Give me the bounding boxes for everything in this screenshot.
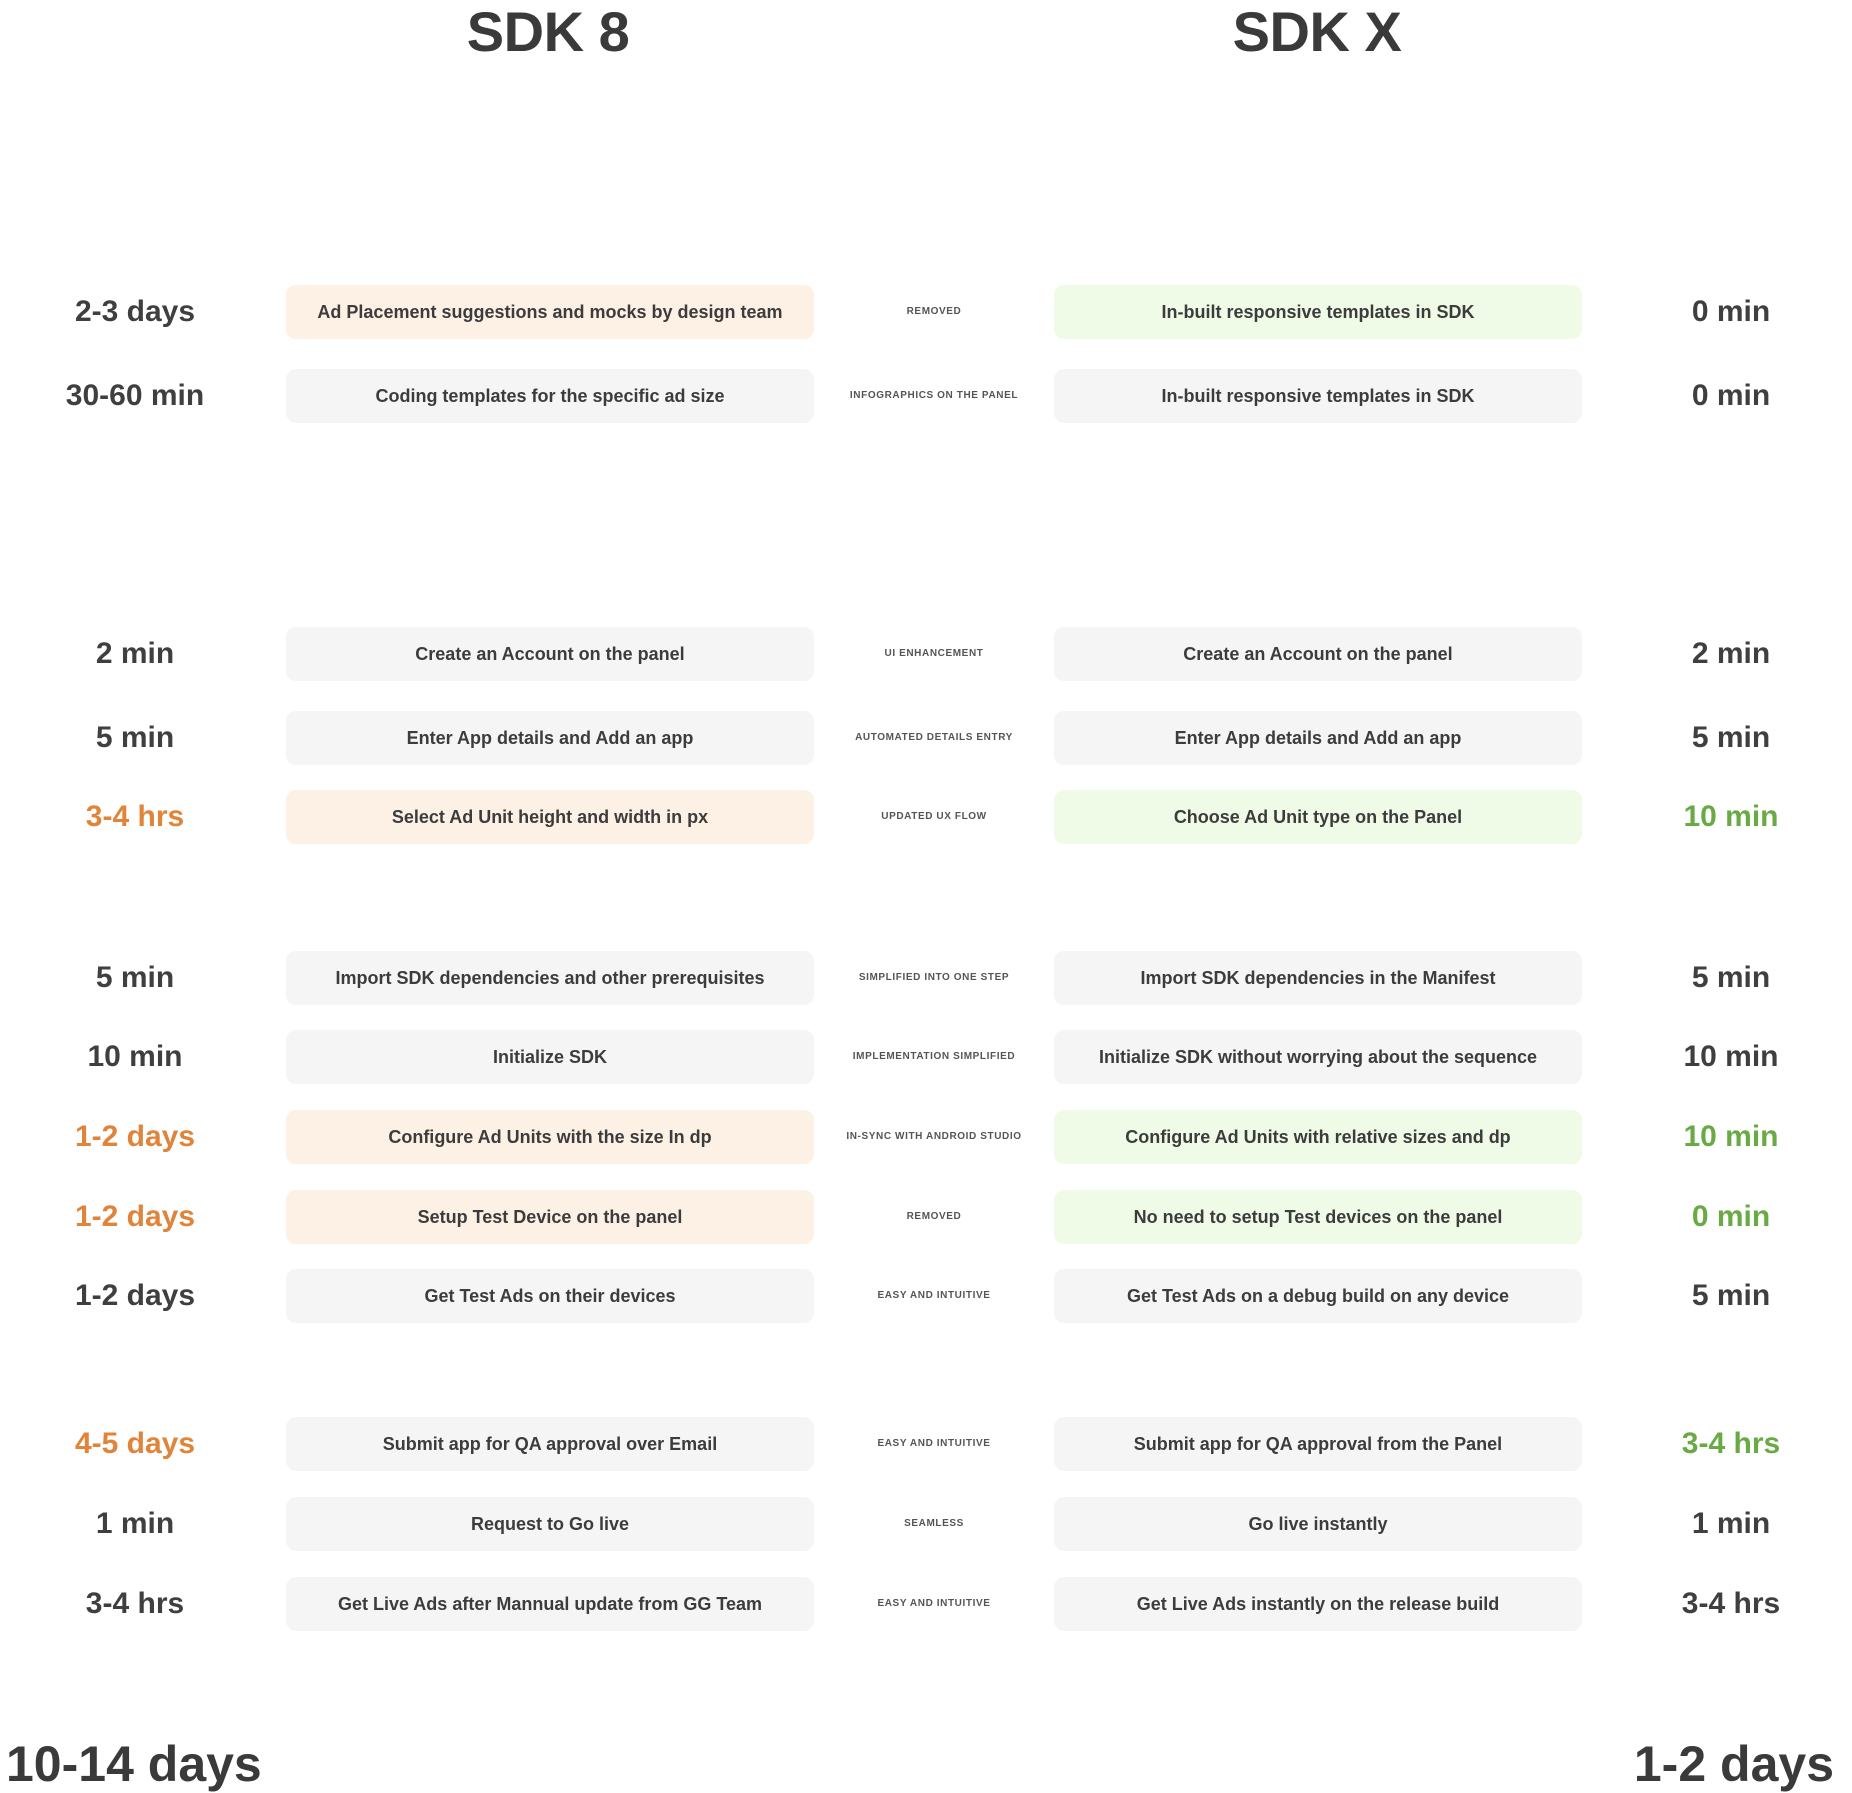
- sdk8-step-time: 3-4 hrs: [85, 1587, 185, 1620]
- sdkx-step-time: 0 min: [1691, 295, 1771, 328]
- comparison-row: 5 min Enter App details and Add an app Aut…: [0, 711, 1852, 765]
- sdkx-step-box: Enter App details and Add an app: [1054, 711, 1582, 765]
- sdk8-step-box: Create an Account on the panel: [286, 627, 814, 681]
- sdkx-step-time: 3-4 hrs: [1681, 1587, 1781, 1620]
- sdkx-step-time: 0 min: [1691, 1200, 1771, 1233]
- sdkx-step-box: In-built responsive templates in SDK: [1054, 285, 1582, 339]
- sdk8-step-box: Get Live Ads after Mannual update from G…: [286, 1577, 814, 1631]
- sdk8-step-box: Initialize SDK: [286, 1030, 814, 1084]
- sdk8-step-time: 10 min: [87, 1040, 183, 1073]
- sdkx-step-time: 10 min: [1683, 800, 1779, 833]
- comparison-row: 2 min Create an Account on the panel UI En…: [0, 627, 1852, 681]
- comparison-row: 4-5 days Submit app for QA approval over …: [0, 1417, 1852, 1471]
- comparison-row: 1-2 days Get Test Ads on their devices Eas…: [0, 1269, 1852, 1323]
- change-tag: Easy and Intuitive: [877, 1598, 991, 1609]
- sdk8-step-time: 5 min: [95, 721, 175, 754]
- sdkx-step-box: Get Test Ads on a debug build on any dev…: [1054, 1269, 1582, 1323]
- sdkx-step-box: Initialize SDK without worrying about th…: [1054, 1030, 1582, 1084]
- sdk8-step-box: Enter App details and Add an app: [286, 711, 814, 765]
- sdk8-total-time: 10-14 days: [6, 1736, 262, 1792]
- sdkx-step-box: Go live instantly: [1054, 1497, 1582, 1551]
- sdk8-step-box: Submit app for QA approval over Email: [286, 1417, 814, 1471]
- change-tag: Simplified into one step: [858, 972, 1010, 983]
- change-tag: In-sync with Android Studio: [846, 1131, 1022, 1142]
- sdkx-step-time: 5 min: [1691, 721, 1771, 754]
- sdkx-step-time: 10 min: [1683, 1120, 1779, 1153]
- sdk8-step-box: Select Ad Unit height and width in px: [286, 790, 814, 844]
- sdk8-step-time: 1-2 days: [74, 1120, 196, 1153]
- change-tag: UI Enhancement: [884, 648, 984, 659]
- comparison-row: 1-2 days Setup Test Device on the panel Re…: [0, 1190, 1852, 1244]
- sdkx-step-time: 2 min: [1691, 637, 1771, 670]
- comparison-row: 5 min Import SDK dependencies and other p…: [0, 951, 1852, 1005]
- sdk8-step-time: 2 min: [95, 637, 175, 670]
- sdkx-step-time: 3-4 hrs: [1681, 1427, 1781, 1460]
- change-tag: Easy and Intuitive: [877, 1290, 991, 1301]
- change-tag: Seamless: [904, 1518, 964, 1529]
- sdkx-step-box: Get Live Ads instantly on the release bu…: [1054, 1577, 1582, 1631]
- sdk8-step-box: Get Test Ads on their devices: [286, 1269, 814, 1323]
- sdkx-step-box: Import SDK dependencies in the Manifest: [1054, 951, 1582, 1005]
- comparison-row: 3-4 hrs Select Ad Unit height and width i…: [0, 790, 1852, 844]
- sdkx-step-time: 10 min: [1683, 1040, 1779, 1073]
- sdkx-step-box: Choose Ad Unit type on the Panel: [1054, 790, 1582, 844]
- change-tag: Easy and Intuitive: [877, 1438, 991, 1449]
- comparison-row: 2-3 days Ad Placement suggestions and moc…: [0, 285, 1852, 339]
- sdkx-heading: SDK X: [1232, 0, 1402, 63]
- sdk8-step-time: 4-5 days: [74, 1427, 196, 1460]
- sdk8-step-time: 5 min: [95, 961, 175, 994]
- sdk8-heading: SDK 8: [466, 0, 630, 63]
- sdkx-step-time: 5 min: [1691, 1279, 1771, 1312]
- sdkx-step-box: No need to setup Test devices on the pan…: [1054, 1190, 1582, 1244]
- sdk8-step-box: Coding templates for the specific ad siz…: [286, 369, 814, 423]
- comparison-row: 1-2 days Configure Ad Units with the size…: [0, 1110, 1852, 1164]
- change-tag: Implementation simplified: [852, 1051, 1016, 1062]
- comparison-row: 3-4 hrs Get Live Ads after Mannual update…: [0, 1577, 1852, 1631]
- sdkx-step-time: 1 min: [1691, 1507, 1771, 1540]
- sdk8-step-time: 1-2 days: [74, 1200, 196, 1233]
- sdkx-step-box: Create an Account on the panel: [1054, 627, 1582, 681]
- sdk8-step-time: 30-60 min: [65, 379, 205, 412]
- sdk8-step-box: Setup Test Device on the panel: [286, 1190, 814, 1244]
- change-tag: Removed: [906, 1211, 962, 1222]
- sdkx-step-time: 0 min: [1691, 379, 1771, 412]
- sdk8-step-time: 3-4 hrs: [85, 800, 185, 833]
- comparison-row: 1 min Request to Go live Seamless Go live i…: [0, 1497, 1852, 1551]
- sdkx-total-time: 1-2 days: [1633, 1736, 1834, 1792]
- sdk8-step-time: 1 min: [95, 1507, 175, 1540]
- sdk8-step-box: Import SDK dependencies and other prereq…: [286, 951, 814, 1005]
- sdkx-step-box: Configure Ad Units with relative sizes a…: [1054, 1110, 1582, 1164]
- comparison-row: 30-60 min Coding templates for the specif…: [0, 369, 1852, 423]
- comparison-row: 10 min Initialize SDK Implementation simpl…: [0, 1030, 1852, 1084]
- change-tag: Updated UX Flow: [881, 811, 987, 822]
- sdk8-step-box: Configure Ad Units with the size In dp: [286, 1110, 814, 1164]
- sdk8-step-box: Request to Go live: [286, 1497, 814, 1551]
- change-tag: Removed: [906, 306, 962, 317]
- sdk8-step-time: 1-2 days: [74, 1279, 196, 1312]
- sdk8-step-time: 2-3 days: [74, 295, 196, 328]
- sdkx-step-box: In-built responsive templates in SDK: [1054, 369, 1582, 423]
- change-tag: Automated details entry: [855, 732, 1013, 743]
- change-tag: Infographics on the panel: [849, 390, 1019, 401]
- sdkx-step-box: Submit app for QA approval from the Pane…: [1054, 1417, 1582, 1471]
- sdk8-step-box: Ad Placement suggestions and mocks by de…: [286, 285, 814, 339]
- sdkx-step-time: 5 min: [1691, 961, 1771, 994]
